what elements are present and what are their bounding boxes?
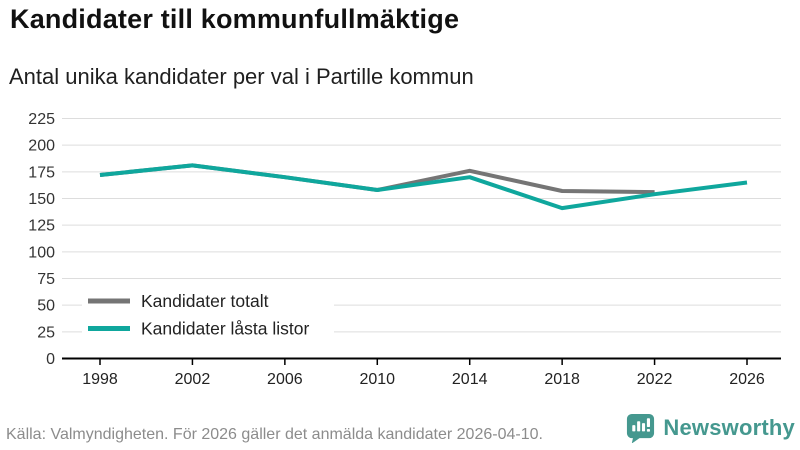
legend-label-1: Kandidater låsta listor (141, 319, 309, 339)
page-title: Kandidater till kommunfullmäktige (10, 4, 460, 34)
x-axis-tick-label: 2002 (175, 371, 211, 388)
bar-chart-speech-bubble-icon (627, 413, 655, 443)
y-axis-tick-label: 50 (37, 298, 55, 315)
y-axis-tick-label: 200 (28, 138, 55, 155)
legend-swatch-0 (88, 298, 130, 304)
y-axis-tick-label: 150 (28, 191, 55, 208)
x-axis-tick-label: 2010 (359, 371, 395, 388)
legend-swatch-1 (88, 326, 130, 331)
y-axis-tick-label: 225 (28, 111, 55, 128)
x-axis-tick-label: 2018 (544, 371, 580, 388)
y-axis-tick-label: 0 (46, 351, 55, 368)
y-axis-tick-label: 125 (28, 218, 55, 235)
y-axis-tick-label: 75 (37, 271, 55, 288)
x-axis-tick-label: 2022 (637, 371, 673, 388)
y-axis-tick-label: 175 (28, 164, 55, 181)
y-axis-tick-label: 100 (28, 244, 55, 261)
chart-subtitle: Antal unika kandidater per val i Partill… (9, 64, 474, 89)
x-axis-tick-label: 2014 (452, 371, 488, 388)
legend-label-0: Kandidater totalt (141, 291, 269, 311)
legend-background (82, 286, 334, 342)
y-axis-tick-label: 25 (37, 324, 55, 341)
x-axis-tick-label: 2006 (267, 371, 303, 388)
source-note: Källa: Valmyndigheten. För 2026 gäller d… (6, 426, 543, 443)
x-axis-tick-label: 2026 (729, 371, 765, 388)
x-axis-tick-label: 1998 (82, 371, 118, 388)
newsworthy-logo: Newsworthy (625, 412, 795, 443)
logo-wordmark: Newsworthy (663, 414, 795, 440)
series-line-1 (99, 163, 748, 211)
